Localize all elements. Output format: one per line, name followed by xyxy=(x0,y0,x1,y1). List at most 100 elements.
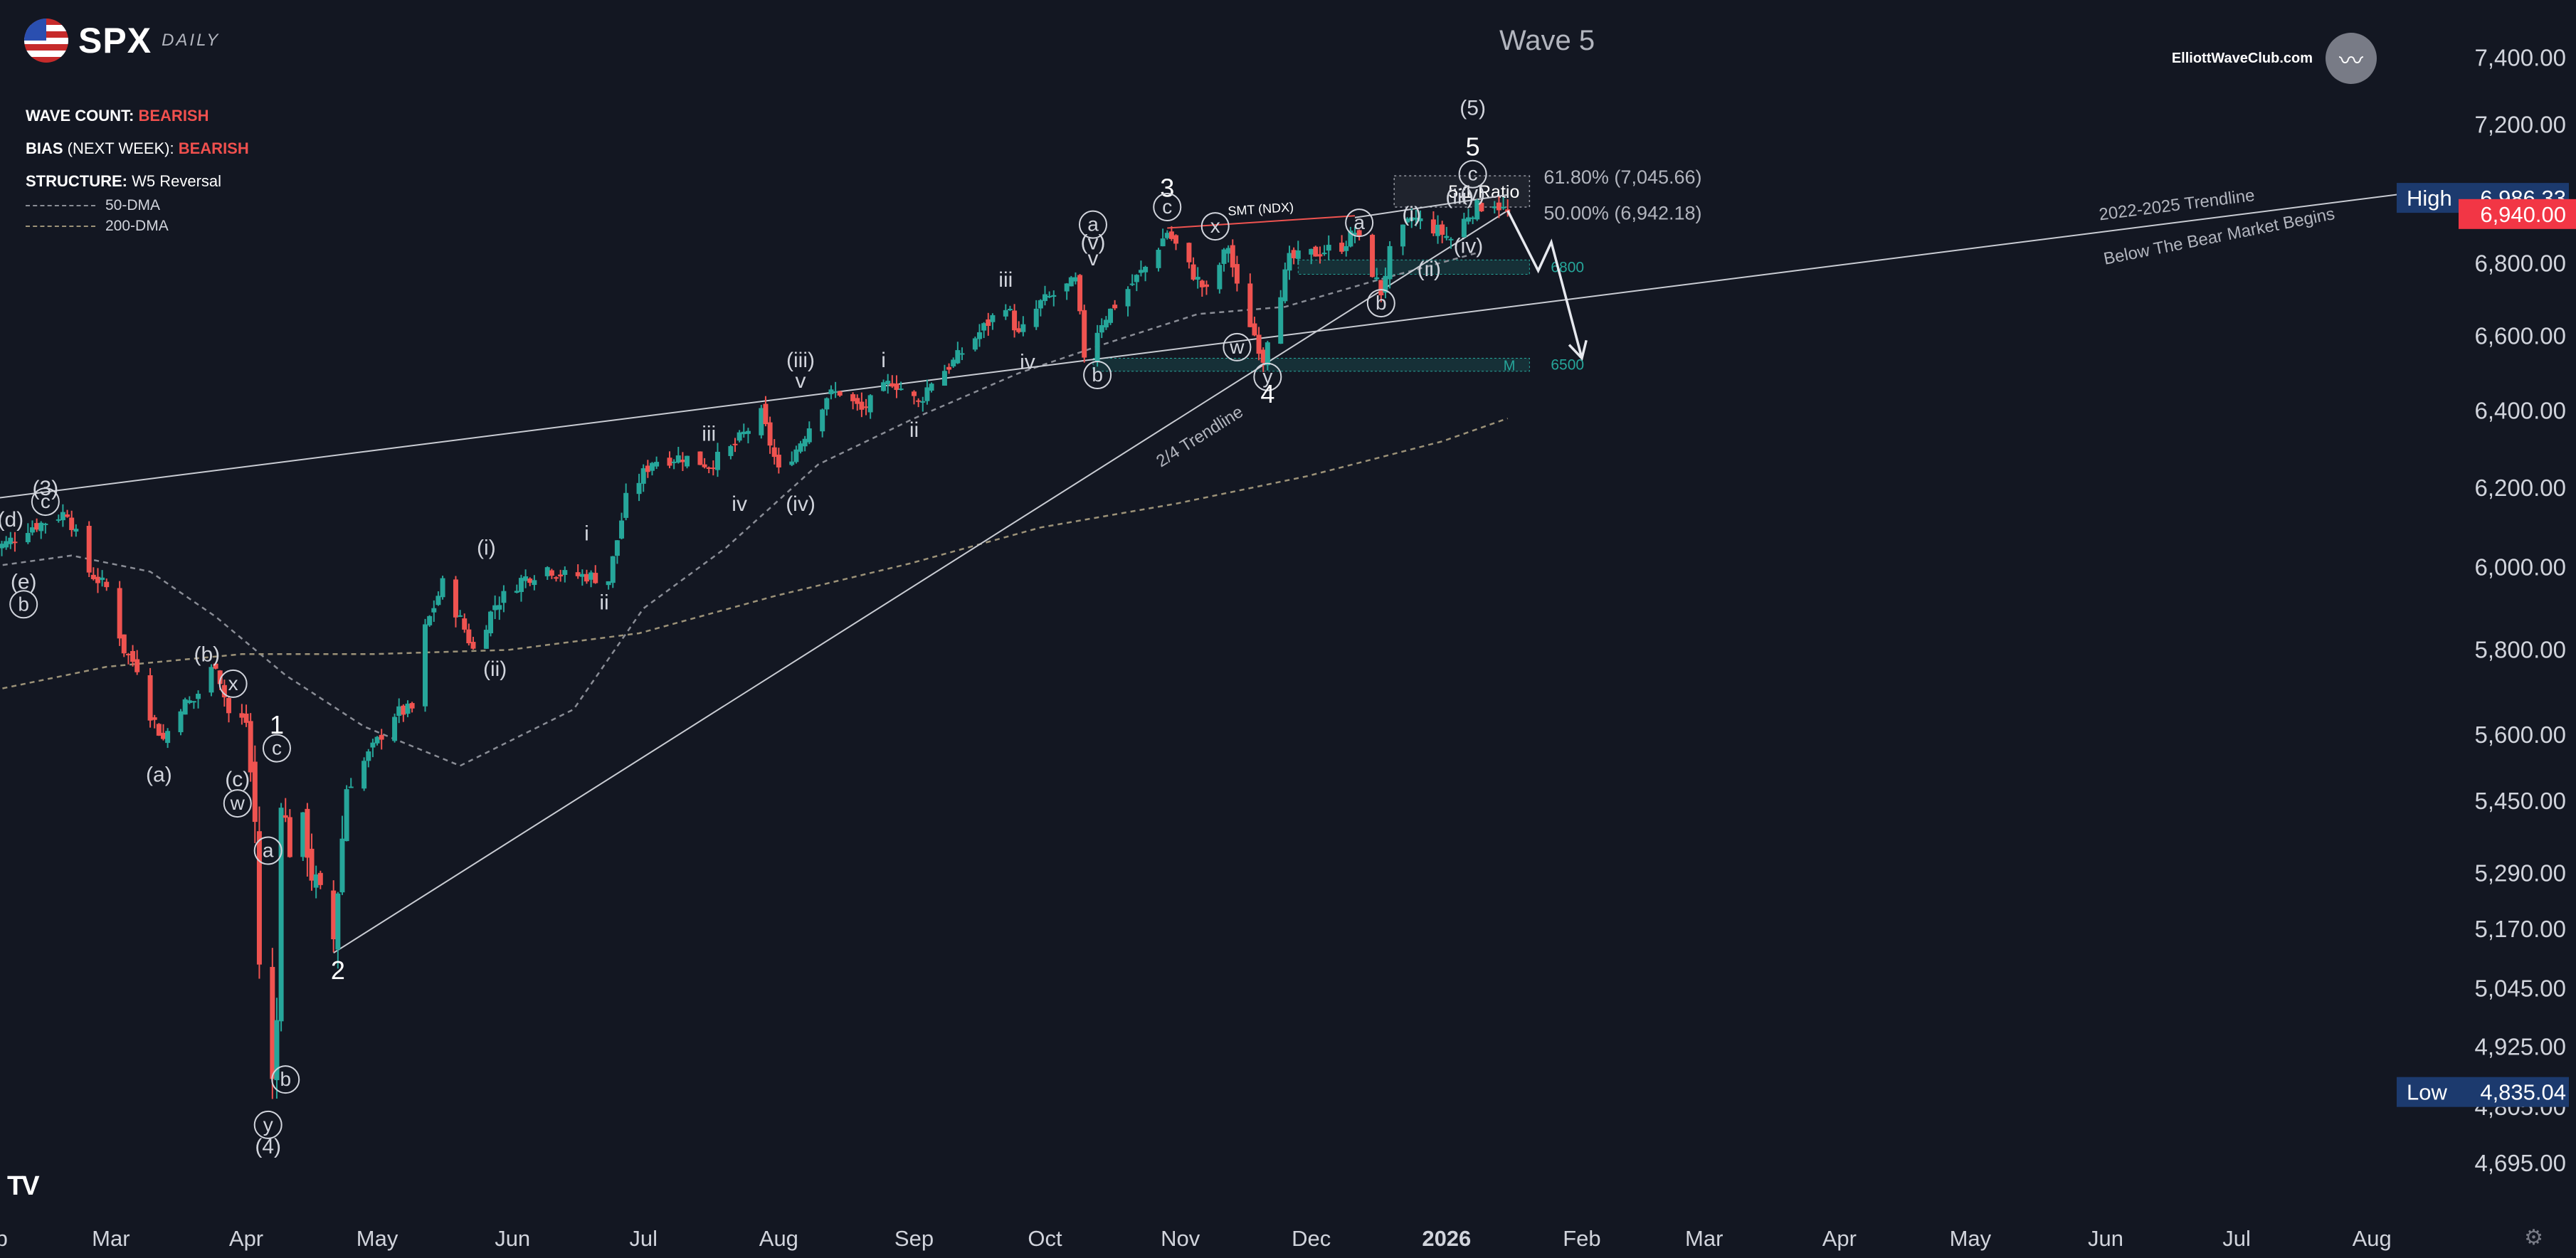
candle-body xyxy=(645,465,650,472)
wave-label: c xyxy=(1468,163,1478,185)
wave-label: y xyxy=(263,1114,273,1136)
candle-body xyxy=(955,350,961,364)
candle-body xyxy=(208,667,214,693)
candle-body xyxy=(575,572,581,576)
wave-label: v xyxy=(1087,247,1098,270)
wave-circle xyxy=(262,734,291,763)
candle-body xyxy=(1191,264,1196,280)
candle-body xyxy=(623,492,629,518)
candle-body xyxy=(959,353,965,355)
candle-body xyxy=(300,812,306,857)
candle-body xyxy=(946,366,952,370)
gear-icon[interactable]: ⚙ xyxy=(2524,1225,2543,1250)
candle-body xyxy=(1344,245,1349,251)
wave-label: c xyxy=(1162,196,1172,218)
wave-label: 4 xyxy=(1260,379,1274,408)
candle-body xyxy=(1125,289,1131,307)
legend-50dma-label: 50-DMA xyxy=(105,197,161,213)
tradingview-logo[interactable]: TV xyxy=(7,1171,40,1201)
candle-body xyxy=(972,338,978,350)
candle-body xyxy=(1435,224,1441,236)
candle-body xyxy=(990,314,996,322)
candle-body xyxy=(741,431,746,435)
candle-body xyxy=(737,432,742,441)
candle-body xyxy=(1077,275,1083,312)
candle-body xyxy=(1387,245,1393,280)
candle-body xyxy=(427,615,433,625)
wave-label: (iv) xyxy=(1454,234,1484,258)
candle-body xyxy=(117,588,122,639)
candle-body xyxy=(1378,280,1384,295)
candle-body xyxy=(309,848,315,881)
candle-body xyxy=(130,650,136,662)
x-tick-label: Nov xyxy=(1161,1226,1200,1251)
wave-label: (i) xyxy=(1402,203,1421,226)
candle-body xyxy=(409,703,415,709)
candle-body xyxy=(152,717,157,720)
brand-name: ElliottWaveClub.com xyxy=(2171,50,2313,66)
candle-body xyxy=(1309,248,1314,255)
candle-body xyxy=(710,467,716,470)
candle-body xyxy=(191,701,196,703)
trendline xyxy=(1167,215,1356,229)
wave-circle xyxy=(253,1110,283,1139)
y-tick-label: 6,800.00 xyxy=(2475,250,2566,276)
wave-circle xyxy=(9,590,38,619)
wave-count-row: WAVE COUNT: BEARISH xyxy=(26,100,249,132)
candle-body xyxy=(793,449,799,462)
candle-body xyxy=(361,761,367,789)
y-tick-label: 5,800.00 xyxy=(2475,636,2566,662)
candle-body xyxy=(702,464,707,467)
candle-body xyxy=(213,663,218,669)
candle-body xyxy=(305,808,310,858)
fib-level-label: 50.00% (6,942.18) xyxy=(1543,203,1701,224)
candle-body xyxy=(951,359,956,366)
candle-body xyxy=(640,468,646,484)
x-tick-label: Mar xyxy=(92,1226,130,1251)
candle-body xyxy=(1465,217,1471,222)
candle-body xyxy=(828,389,834,395)
candle-body xyxy=(1003,310,1008,317)
candle-body xyxy=(470,642,476,649)
wave-circle xyxy=(223,789,252,818)
candle-body xyxy=(1291,250,1297,258)
candle-body xyxy=(1461,218,1467,238)
candle-body xyxy=(25,533,31,543)
candle-body xyxy=(1356,230,1362,236)
candle-body xyxy=(1051,295,1057,297)
wave-label: (i) xyxy=(477,536,496,559)
candle-body xyxy=(4,541,9,548)
candle-body xyxy=(1099,324,1104,333)
candle-body xyxy=(824,398,830,410)
candle-body xyxy=(60,512,65,521)
wave-label: c xyxy=(41,490,51,512)
candle-body xyxy=(890,383,895,387)
candle-body xyxy=(1252,323,1257,336)
y-tick-label: 7,200.00 xyxy=(2475,111,2566,137)
candle-body xyxy=(675,455,681,463)
wave-count-label: WAVE COUNT: xyxy=(26,107,139,125)
wave-label: a xyxy=(1353,211,1365,233)
candle-body xyxy=(186,700,192,703)
wave-label: (d) xyxy=(0,508,23,532)
candle-body xyxy=(1020,324,1026,332)
candle-body xyxy=(518,578,524,592)
candle-body xyxy=(554,577,559,579)
projection-arrowhead xyxy=(1568,339,1588,361)
candle-body xyxy=(697,451,703,465)
candle-body xyxy=(714,451,720,470)
candle-body xyxy=(1203,284,1209,287)
candle-body xyxy=(1134,275,1139,282)
candle-body xyxy=(1064,283,1070,292)
x-tick-label: Feb xyxy=(0,1226,8,1251)
wave-label: x xyxy=(228,672,238,694)
bias-label: BIAS xyxy=(26,139,63,157)
dash-line-icon xyxy=(26,205,95,207)
candle-body xyxy=(90,574,96,579)
wave-label: a xyxy=(263,840,274,862)
candle-body xyxy=(270,966,275,1079)
candle-body xyxy=(929,384,934,391)
candle-body xyxy=(1156,250,1161,268)
wave-circle xyxy=(1078,210,1107,239)
